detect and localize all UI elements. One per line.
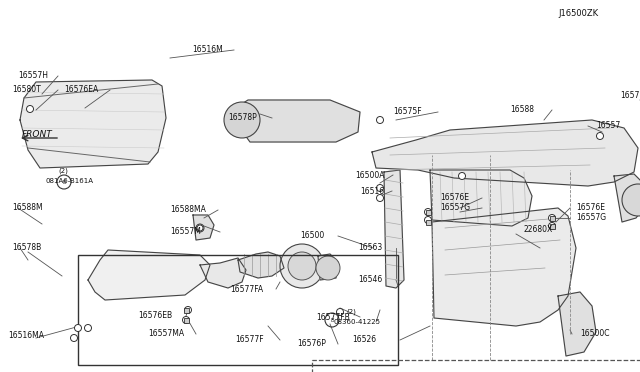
Circle shape bbox=[596, 132, 604, 140]
Bar bbox=[184, 308, 189, 312]
Circle shape bbox=[376, 195, 383, 202]
Circle shape bbox=[26, 106, 33, 112]
Text: 16516MA: 16516MA bbox=[8, 331, 44, 340]
Circle shape bbox=[622, 184, 640, 216]
Text: 16580T: 16580T bbox=[12, 86, 41, 94]
Circle shape bbox=[376, 116, 383, 124]
Text: 16578P: 16578P bbox=[228, 113, 257, 122]
Text: 16588MA: 16588MA bbox=[170, 205, 206, 215]
Text: 16588M: 16588M bbox=[12, 203, 43, 212]
Polygon shape bbox=[558, 292, 596, 356]
Text: 16576E: 16576E bbox=[576, 203, 605, 212]
Polygon shape bbox=[372, 120, 638, 186]
Text: 16516: 16516 bbox=[360, 186, 384, 196]
Circle shape bbox=[74, 324, 81, 331]
Circle shape bbox=[424, 208, 431, 215]
Text: 16577: 16577 bbox=[620, 90, 640, 99]
Text: 08360-41225: 08360-41225 bbox=[334, 319, 381, 325]
Bar bbox=[426, 219, 431, 224]
Text: 16500C: 16500C bbox=[580, 330, 609, 339]
Bar bbox=[550, 215, 554, 221]
Circle shape bbox=[224, 102, 260, 138]
Polygon shape bbox=[193, 215, 214, 240]
Circle shape bbox=[288, 252, 316, 280]
Text: B: B bbox=[62, 180, 66, 185]
Polygon shape bbox=[238, 252, 284, 278]
Text: 16578B: 16578B bbox=[12, 244, 41, 253]
Circle shape bbox=[548, 215, 556, 221]
Text: 16557H: 16557H bbox=[18, 71, 48, 80]
Polygon shape bbox=[20, 80, 166, 168]
Polygon shape bbox=[430, 170, 532, 226]
Text: 16546: 16546 bbox=[358, 276, 382, 285]
Text: 16557M: 16557M bbox=[170, 228, 201, 237]
Polygon shape bbox=[200, 258, 246, 288]
Text: 16557G: 16557G bbox=[576, 214, 606, 222]
Circle shape bbox=[548, 222, 556, 230]
Bar bbox=[184, 317, 189, 323]
Text: 22680X: 22680X bbox=[524, 225, 553, 234]
Circle shape bbox=[197, 225, 203, 231]
Text: 16576EA: 16576EA bbox=[64, 86, 99, 94]
Circle shape bbox=[458, 173, 465, 180]
Polygon shape bbox=[318, 254, 338, 280]
Text: B: B bbox=[330, 317, 334, 323]
Text: 081A6-B161A: 081A6-B161A bbox=[46, 178, 94, 184]
Text: 16563: 16563 bbox=[358, 244, 382, 253]
Text: 16576P: 16576P bbox=[297, 340, 326, 349]
Circle shape bbox=[280, 244, 324, 288]
Polygon shape bbox=[384, 170, 404, 288]
Polygon shape bbox=[232, 100, 360, 142]
Circle shape bbox=[70, 334, 77, 341]
Polygon shape bbox=[614, 174, 640, 222]
Text: 16576E: 16576E bbox=[440, 193, 469, 202]
Circle shape bbox=[424, 217, 431, 224]
Circle shape bbox=[316, 256, 340, 280]
Text: 16500: 16500 bbox=[300, 231, 324, 241]
Text: 16557: 16557 bbox=[596, 122, 620, 131]
Text: 16588: 16588 bbox=[510, 106, 534, 115]
Bar bbox=[550, 224, 554, 228]
Polygon shape bbox=[432, 208, 576, 326]
Bar bbox=[426, 209, 431, 215]
Circle shape bbox=[84, 324, 92, 331]
Text: 16557MA: 16557MA bbox=[148, 330, 184, 339]
Text: (2): (2) bbox=[58, 168, 68, 174]
Text: 16500A: 16500A bbox=[355, 170, 385, 180]
Text: 16575F: 16575F bbox=[393, 108, 422, 116]
Text: 16516M: 16516M bbox=[192, 45, 223, 55]
Text: 16577FA: 16577FA bbox=[230, 285, 263, 294]
Circle shape bbox=[196, 224, 204, 232]
Text: 16557G: 16557G bbox=[440, 203, 470, 212]
Circle shape bbox=[376, 185, 383, 192]
Circle shape bbox=[337, 308, 344, 315]
Text: 16577FB: 16577FB bbox=[316, 312, 349, 321]
Text: 16526: 16526 bbox=[352, 336, 376, 344]
Text: 16576EB: 16576EB bbox=[138, 311, 172, 321]
Bar bbox=[312, 360, 640, 372]
Circle shape bbox=[182, 317, 189, 324]
Text: FRONT: FRONT bbox=[22, 130, 52, 139]
Text: J16500ZK: J16500ZK bbox=[558, 10, 598, 19]
Bar bbox=[78, 255, 398, 365]
Text: (2): (2) bbox=[346, 309, 356, 315]
Text: 16577F: 16577F bbox=[235, 336, 264, 344]
Polygon shape bbox=[88, 250, 210, 300]
Circle shape bbox=[184, 307, 191, 314]
